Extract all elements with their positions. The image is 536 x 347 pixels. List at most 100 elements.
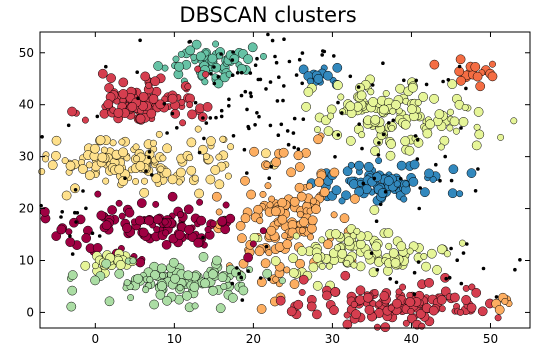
noise-point (292, 145, 297, 150)
cluster-4-border-point (437, 143, 445, 151)
cluster-5-core-point (135, 161, 146, 171)
cluster-4-border-point (461, 104, 469, 111)
cluster-12-border-point (373, 323, 381, 331)
noise-point (361, 181, 366, 186)
noise-point (322, 49, 327, 54)
noise-point (296, 147, 301, 151)
cluster-9-border-point (209, 220, 217, 228)
cluster-0-core-point (195, 51, 206, 62)
cluster-1-core-point (67, 106, 77, 117)
cluster-4-border-point (414, 99, 422, 107)
noise-point (494, 295, 499, 299)
noise-point (372, 176, 377, 181)
cluster-9-core-point (96, 210, 107, 221)
cluster-4-core-point (425, 119, 435, 130)
cluster-4-border-point (327, 112, 335, 120)
cluster-8-core-point (343, 236, 354, 247)
cluster-11-core-point (133, 273, 143, 284)
noise-point (245, 171, 249, 175)
cluster-4-border-point (473, 123, 481, 131)
cluster-12-core-point (424, 277, 434, 288)
y-tick-label: 50 (19, 46, 34, 60)
noise-point (377, 141, 381, 145)
cluster-7-core-point (266, 225, 277, 236)
cluster-5-border-point (224, 172, 232, 180)
cluster-5-core-point (210, 165, 221, 175)
noise-point (231, 134, 236, 138)
cluster-8-border-point (325, 262, 333, 270)
cluster-5-core-point (114, 164, 125, 175)
cluster-4-border-point (497, 133, 505, 141)
cluster-4-core-point (370, 114, 381, 125)
cluster-12-border-point (387, 304, 395, 312)
cluster-5-core-point (205, 174, 216, 185)
noise-point (239, 275, 243, 280)
cluster-9-border-point (222, 201, 230, 209)
cluster-1-core-point (103, 99, 114, 110)
cluster-4-core-point (407, 104, 417, 115)
cluster-4-border-point (510, 117, 518, 125)
cluster-8-border-point (333, 244, 341, 252)
cluster-5-border-point (227, 143, 235, 151)
cluster-9-border-point (152, 200, 160, 208)
noise-point (212, 81, 217, 86)
noise-point (242, 147, 247, 152)
cluster-4-core-point (333, 80, 343, 91)
cluster-7-core-point (311, 204, 321, 215)
cluster-4-core-point (422, 128, 433, 139)
cluster-11-core-point (67, 285, 78, 296)
noise-point (285, 129, 290, 133)
noise-point (459, 126, 463, 130)
cluster-5-core-point (167, 174, 178, 185)
noise-point (300, 51, 305, 55)
noise-point (66, 123, 71, 128)
cluster-9-core-point (217, 216, 228, 226)
cluster-5-border-point (100, 146, 108, 154)
cluster-8-core-point (432, 265, 442, 275)
cluster-8-border-point (353, 227, 361, 235)
noise-point (391, 118, 396, 123)
noise-point (84, 206, 88, 211)
cluster-4-border-point (389, 107, 397, 115)
cluster-7-core-point (329, 167, 340, 178)
x-tick-label: 30 (325, 332, 340, 343)
cluster-6-core-point (408, 177, 419, 187)
cluster-11-border-point (127, 294, 135, 302)
cluster-5-border-point (157, 165, 165, 173)
noise-point (473, 189, 478, 193)
cluster-7-border-point (305, 182, 313, 190)
cluster-11-core-point (90, 275, 100, 286)
cluster-12-border-point (371, 289, 379, 296)
cluster-12-core-point (379, 291, 390, 301)
cluster-0-border-point (201, 78, 209, 86)
cluster-4-core-point (345, 101, 356, 112)
cluster-4-core-point (395, 83, 405, 94)
cluster-11-core-point (198, 252, 209, 262)
cluster-12-core-point (342, 319, 353, 330)
cluster-12-border-point (350, 301, 358, 308)
noise-point (239, 93, 244, 98)
y-tick-label: 40 (19, 98, 34, 112)
cluster-5-core-point (61, 190, 72, 201)
cluster-6-core-point (424, 168, 434, 179)
noise-point (414, 78, 419, 83)
noise-point (269, 164, 274, 169)
noise-point (381, 132, 386, 137)
noise-point (227, 104, 231, 108)
cluster-7-core-point (256, 304, 267, 314)
cluster-6-border-point (456, 190, 464, 198)
cluster-8-core-point (383, 228, 394, 238)
cluster-1-border-point (179, 119, 187, 127)
cluster-11-core-point (228, 293, 238, 303)
cluster-12-core-point (329, 305, 339, 316)
cluster-5-core-point (151, 173, 162, 184)
noise-point (147, 150, 152, 154)
cluster-12-core-point (351, 309, 361, 320)
noise-point (446, 78, 451, 82)
noise-point (443, 154, 448, 159)
cluster-10-border-point (92, 262, 99, 270)
cluster-9-border-point (176, 211, 184, 219)
cluster-5-border-point (109, 139, 117, 147)
cluster-9-core-point (196, 215, 207, 226)
cluster-11-core-point (66, 301, 77, 312)
